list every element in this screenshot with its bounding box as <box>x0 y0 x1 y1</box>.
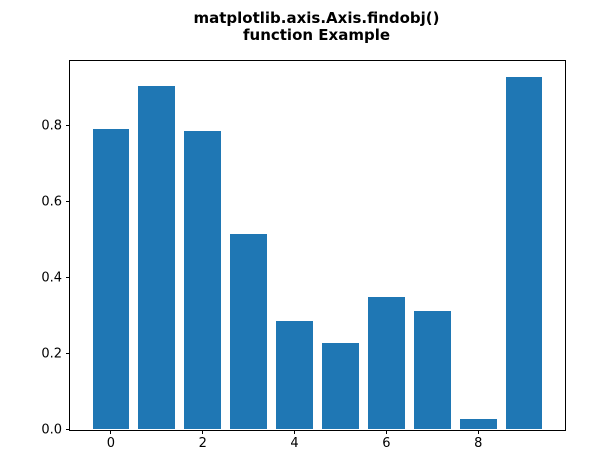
bar-1 <box>138 85 176 430</box>
x-tick-label: 2 <box>198 435 207 451</box>
x-tick-mark <box>202 429 204 434</box>
x-tick-label: 8 <box>474 435 483 451</box>
bar-8 <box>459 418 497 430</box>
y-tick-label: 0.2 <box>41 346 62 362</box>
y-tick-mark <box>66 201 70 203</box>
plot-area: 0 2 4 6 8 0.0 0.2 0.4 0.6 0.8 <box>41 60 566 451</box>
bar-0 <box>92 129 130 430</box>
chart-title: matplotlib.axis.Axis.findobj() function … <box>193 9 440 45</box>
y-tick-mark <box>66 353 70 355</box>
x-tick-label: 6 <box>382 435 391 451</box>
bar-5 <box>322 342 359 430</box>
y-tick-mark <box>66 429 70 430</box>
x-tick-mark <box>294 429 296 434</box>
y-tick-label: 0.0 <box>41 422 62 437</box>
x-tick-label: 0 <box>106 435 115 451</box>
x-tick-label: 4 <box>290 435 299 451</box>
x-tick-mark <box>385 429 387 434</box>
y-tick-mark <box>66 277 70 279</box>
bar-3 <box>230 233 267 430</box>
bar-9 <box>505 76 543 430</box>
x-tick-mark <box>477 429 479 434</box>
bar-2 <box>184 131 222 430</box>
bar-7 <box>413 310 451 430</box>
y-tick-label: 0.8 <box>41 118 62 134</box>
y-tick-label: 0.4 <box>41 270 62 286</box>
y-tick-label: 0.6 <box>41 194 62 210</box>
bar-4 <box>276 320 313 430</box>
y-tick-mark <box>66 125 70 127</box>
bar-6 <box>368 296 405 430</box>
x-tick-mark <box>110 429 112 434</box>
